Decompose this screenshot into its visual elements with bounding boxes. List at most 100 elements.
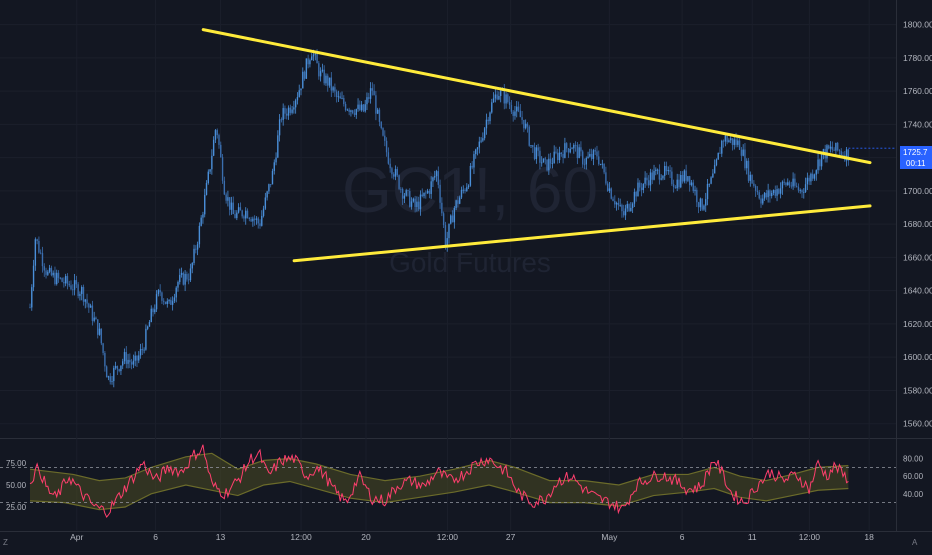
candle-body: [749, 174, 752, 181]
candle-body: [514, 111, 516, 116]
trendlines[interactable]: [201, 28, 872, 263]
candle-body: [617, 202, 620, 206]
candle-body: [557, 152, 559, 161]
candle-body: [676, 179, 678, 189]
candle-body: [662, 175, 664, 179]
candle-body: [321, 69, 324, 72]
candle-body: [414, 198, 416, 208]
candle-body: [405, 190, 407, 196]
candle-body: [694, 189, 696, 192]
candle-body: [517, 106, 520, 111]
candle-body: [248, 218, 251, 220]
candle-body: [647, 180, 650, 186]
candle-body: [232, 202, 234, 215]
candle-body: [713, 165, 716, 174]
candle-body: [640, 187, 643, 191]
candle-body: [462, 189, 464, 191]
x-tick-label: Apr: [70, 532, 83, 542]
candle-body: [724, 135, 727, 142]
candle-body: [826, 145, 828, 159]
candle-body: [760, 198, 762, 204]
candle-body: [161, 292, 163, 301]
candle-body: [120, 365, 122, 372]
candle-body: [282, 108, 284, 120]
candle-body: [651, 172, 653, 180]
y-tick-label: 1620.00: [903, 319, 932, 329]
timezone-button[interactable]: Z: [3, 538, 8, 547]
candle-body: [64, 276, 67, 284]
candle-body: [539, 150, 541, 163]
candle-body: [234, 214, 236, 219]
candle-body: [31, 287, 33, 308]
candle-body: [681, 175, 684, 182]
candle-body: [52, 272, 54, 276]
candle-body: [257, 218, 259, 224]
candle-body: [644, 177, 646, 184]
candle-body: [763, 192, 766, 199]
candle-body: [318, 63, 320, 77]
candle-body: [573, 144, 575, 149]
candle-body: [553, 151, 555, 164]
candle-body: [98, 328, 101, 335]
candle-body: [389, 163, 391, 169]
y-tick-label: 1760.00: [903, 86, 932, 96]
candle-body: [180, 272, 183, 275]
candle-body: [428, 190, 431, 194]
candle-body: [426, 190, 429, 193]
trendline-upper[interactable]: [201, 28, 872, 165]
candle-body: [574, 144, 577, 146]
candle-body: [255, 218, 258, 220]
candle-body: [744, 149, 746, 169]
candle-body: [396, 169, 398, 176]
candle-body: [327, 75, 329, 86]
auto-scale-button[interactable]: A: [912, 538, 918, 547]
candle-body: [806, 177, 809, 185]
candle-body: [710, 177, 712, 184]
oscillator-pane: [0, 444, 896, 519]
candle-body: [845, 149, 848, 161]
candle-body: [334, 87, 336, 92]
candle-body: [138, 355, 140, 361]
candle-body: [296, 96, 299, 101]
candle-body: [601, 163, 604, 165]
candle-body: [243, 216, 245, 219]
candle-body: [621, 205, 623, 212]
trendline-lower[interactable]: [292, 204, 872, 263]
candle-body: [626, 204, 628, 209]
y-tick-label: 1640.00: [903, 286, 932, 296]
candle-body: [505, 94, 507, 104]
candle-body: [580, 147, 582, 152]
candle-body: [38, 240, 40, 253]
candle-body: [114, 366, 117, 368]
candle-body: [271, 170, 274, 185]
candle-body: [537, 147, 539, 151]
x-tick-label: 6: [680, 532, 685, 542]
candle-body: [136, 355, 138, 361]
candle-body: [728, 140, 730, 143]
candle-body: [803, 191, 805, 193]
candle-body: [489, 112, 491, 122]
candle-body: [416, 201, 418, 208]
candle-body: [91, 305, 94, 321]
candle-body: [168, 299, 170, 302]
candle-body: [551, 163, 554, 164]
candle-body: [164, 301, 167, 304]
candle-body: [779, 188, 782, 194]
candle-body: [61, 277, 63, 282]
candle-body: [88, 303, 90, 308]
candle-body: [765, 192, 768, 198]
candle-body: [726, 135, 728, 143]
candle-body: [179, 274, 181, 282]
candle-body: [696, 189, 698, 203]
candle-body: [498, 95, 500, 100]
candle-body: [467, 185, 470, 188]
candle-body: [740, 149, 743, 156]
osc-y-tick-left: 25.00: [6, 503, 27, 512]
candle-body: [451, 215, 454, 223]
candle-body: [731, 138, 734, 145]
candle-body: [146, 326, 149, 329]
candle-body: [95, 317, 97, 320]
candle-body: [57, 272, 60, 278]
